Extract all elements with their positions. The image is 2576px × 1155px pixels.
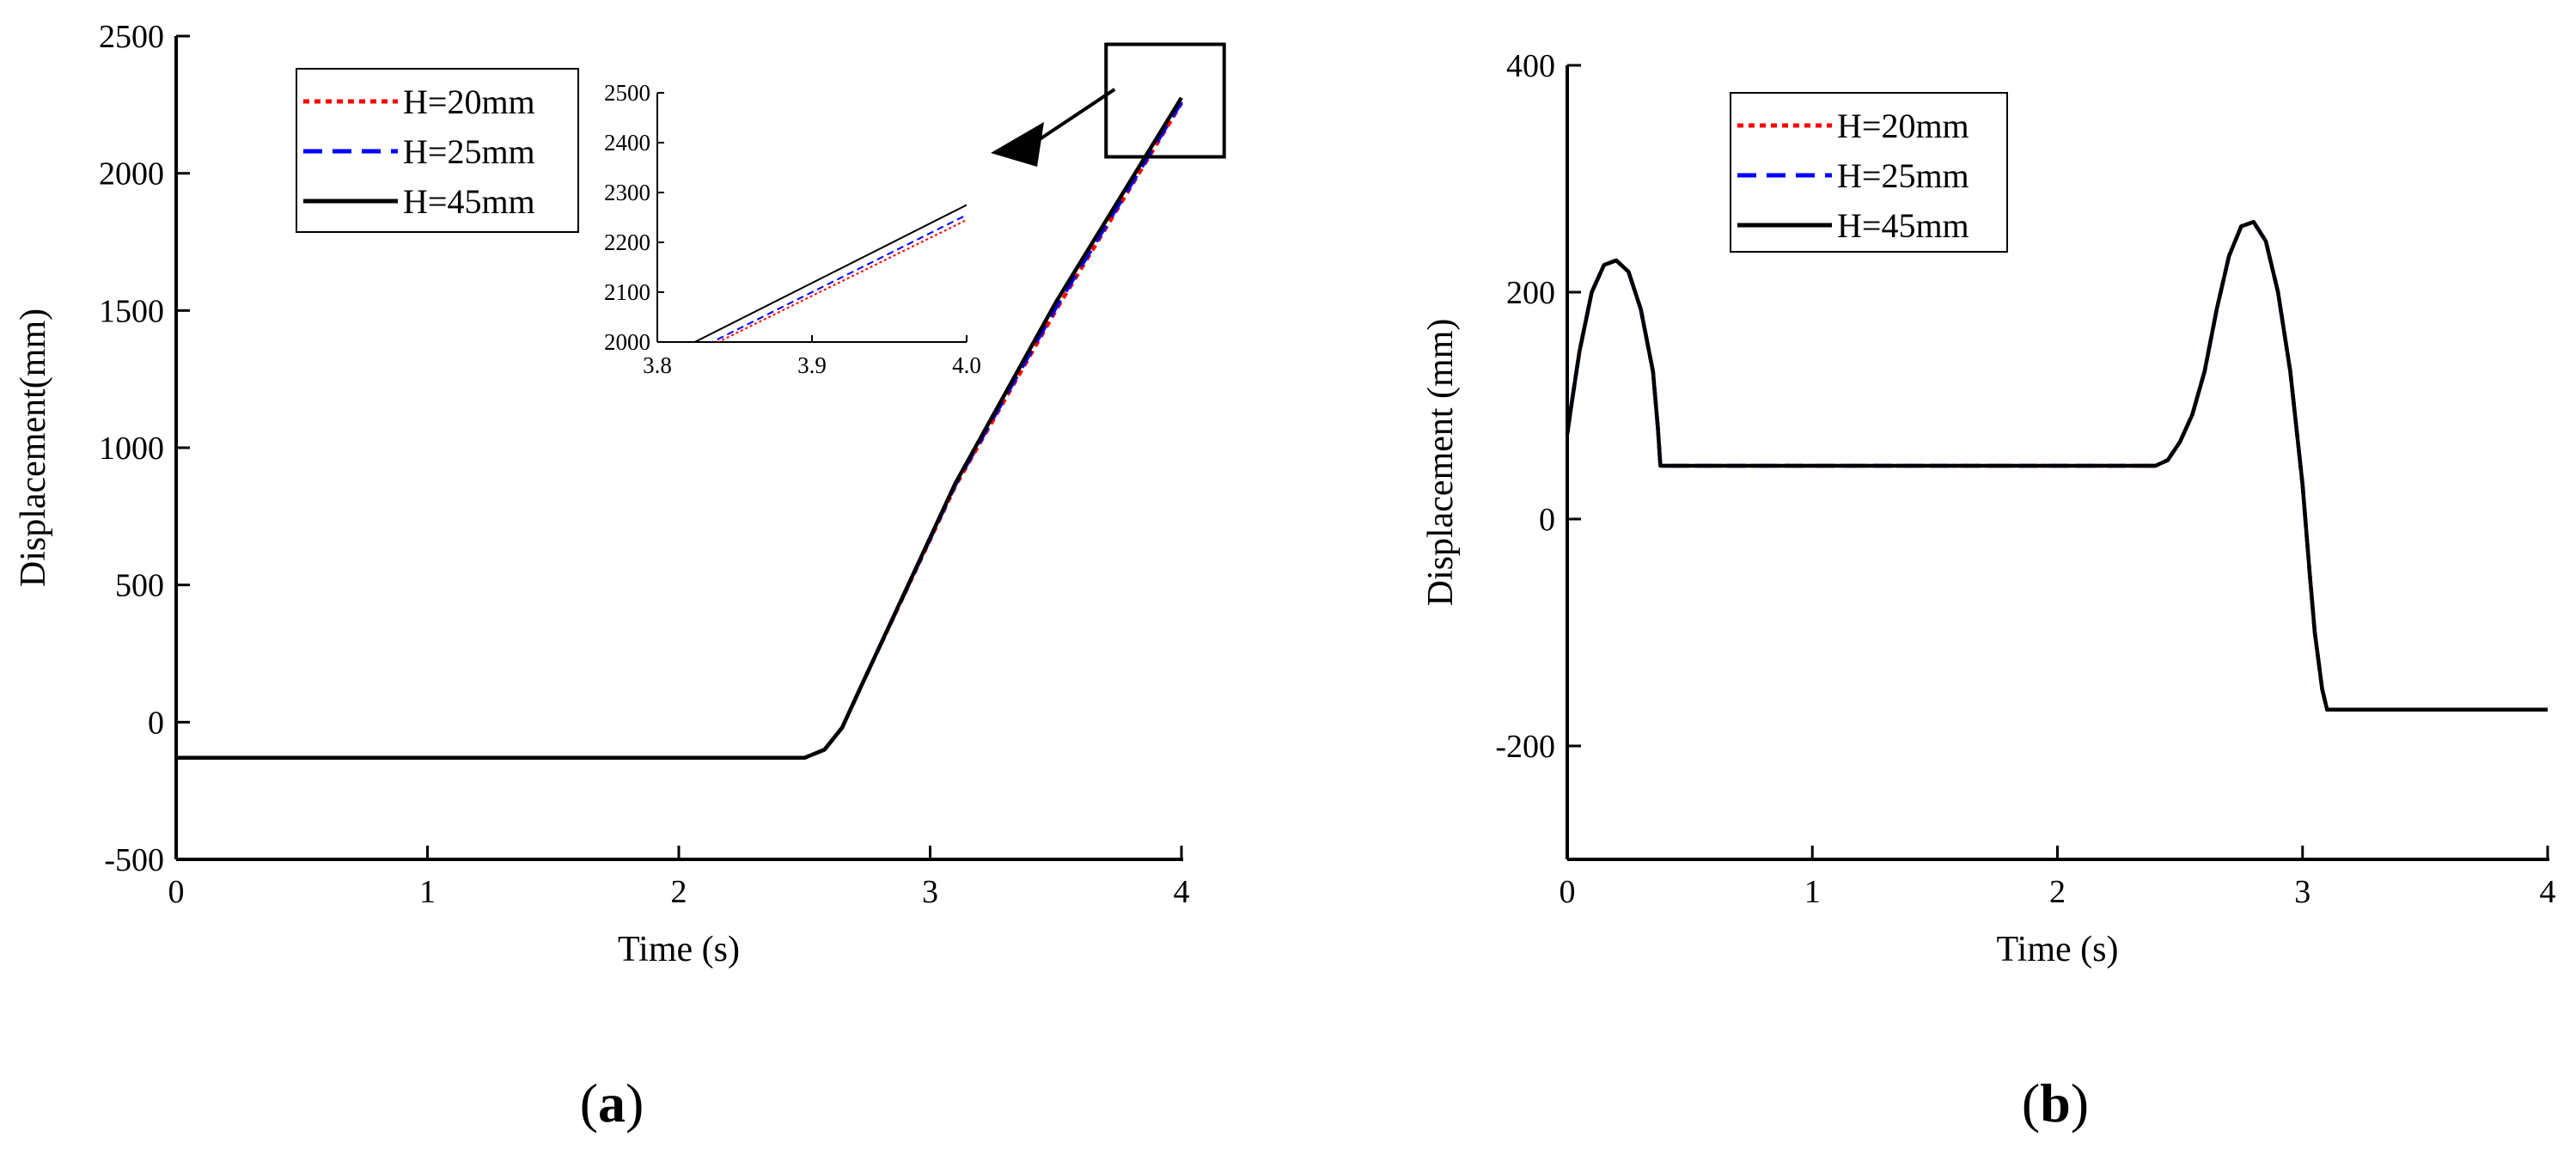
panel-a-zoom-box (1104, 42, 1226, 159)
panel-a-y-tick-label: 500 (115, 568, 164, 604)
panel-b-y-tick-label: 200 (1506, 275, 1555, 311)
panel-label-a: (a) (580, 1072, 644, 1134)
panel-a-legend-label: H=45mm (403, 182, 535, 221)
panel-a-legend-label: H=25mm (403, 132, 535, 171)
panel-b-x-axis-label: Time (s) (1997, 930, 2119, 969)
panel-a-inset-x-tick-label: 3.8 (643, 352, 672, 378)
panel-b-x-tick-label: 0 (1560, 874, 1576, 910)
panel-a-x-tick-label: 3 (922, 874, 938, 910)
panel-a-inset-series-line-2 (710, 214, 967, 342)
panel-a-inset-background (623, 84, 975, 389)
panel-a-inset-y-tick-label: 2200 (604, 229, 650, 255)
panel-a-y-tick-label: 1000 (99, 431, 164, 467)
panel-a-inset-lines (693, 204, 967, 342)
panel-a-legend-label: H=20mm (403, 82, 535, 121)
panel-a-inset-y-tick-label: 2100 (604, 279, 650, 305)
panel-a-inset-series-line-3 (693, 204, 967, 342)
panel-a-zoom-arrow-head (991, 122, 1044, 167)
panel-a-x-axis-label: Time (s) (618, 930, 740, 969)
panel-a-inset-y-tick-label: 2300 (604, 180, 650, 205)
panel-a-y-tick-label: 2500 (99, 19, 164, 55)
panel-b-y-tick-label: 0 (1539, 502, 1555, 538)
panel-b-x-tick-label: 3 (2294, 874, 2310, 910)
panel-a-y-tick-label: 2000 (99, 156, 164, 192)
panel-a-y-tick-label: 0 (148, 705, 164, 741)
panel-a-x-tick-label: 4 (1174, 874, 1190, 910)
panel-a-inset-x-tick-label: 3.9 (797, 352, 827, 378)
panel-b-y-axis-label: Displacement (mm) (1421, 319, 1461, 607)
panel-a-x-tick-label: 0 (168, 874, 185, 910)
panel-a-inset-y-tick-label: 2000 (604, 329, 650, 355)
panel-a-y-axis-label: Displacement(mm) (14, 309, 53, 587)
panel-b-y-tick-label: -200 (1495, 729, 1555, 765)
panel-a-y-tick-label: -500 (104, 842, 164, 878)
panel-a-x-tick-label: 1 (419, 874, 436, 910)
panel-b-x-tick-label: 4 (2540, 874, 2556, 910)
panel-a-inset-y-tick-label: 2400 (604, 130, 650, 156)
panel-a-x-tick-label: 2 (671, 874, 687, 910)
panel-label-b: (b) (2022, 1072, 2089, 1134)
panel-b-x-tick-label: 1 (1804, 874, 1821, 910)
panel-b-legend-label: H=20mm (1837, 107, 1969, 145)
panel-b-x-tick-label: 2 (2049, 874, 2066, 910)
panel-a-zoom-arrow-shaft (1030, 88, 1116, 146)
panel-b-legend-label: H=25mm (1837, 156, 1969, 195)
panel-a-y-tick-label: 1500 (99, 293, 164, 329)
panel-b-series-line-3 (1565, 219, 2548, 712)
panel-a-inset-x-tick-label: 4.0 (952, 352, 981, 378)
panel-a-inset-y-tick-label: 2500 (604, 80, 650, 106)
panel-a-inset-series-line-1 (716, 219, 967, 342)
panel-a-series-line-3 (176, 96, 1183, 761)
panel-b-y-tick-label: 400 (1506, 48, 1555, 84)
chart-panel-b: 0 1 2 3 4 -200 0 200 400 Time (s) Displacement (mm… (1421, 48, 2556, 969)
panel-b-legend-label: H=45mm (1837, 206, 1969, 245)
